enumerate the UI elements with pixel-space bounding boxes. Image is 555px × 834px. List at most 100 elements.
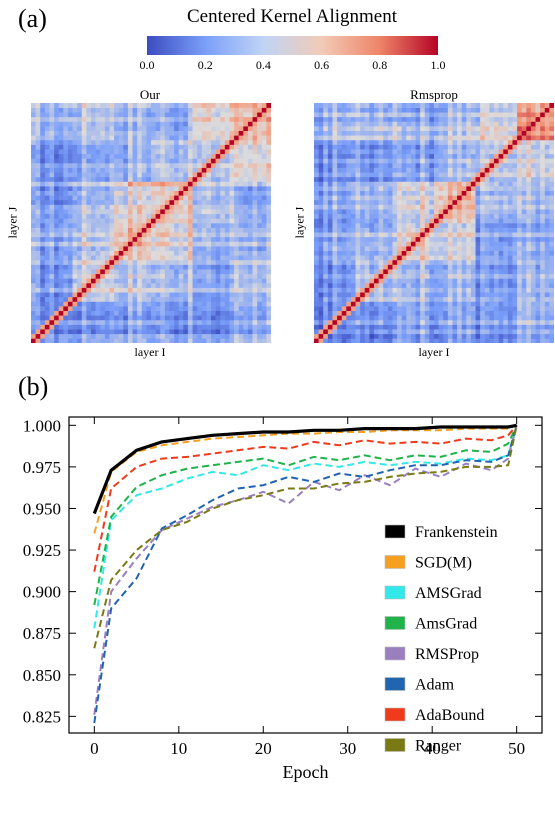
heatmap-cell — [517, 338, 522, 343]
heatmap-cell — [401, 232, 407, 238]
heatmap-cell — [44, 218, 50, 224]
heatmap-cell — [164, 116, 170, 122]
heatmap-cell — [114, 126, 119, 131]
heatmap-cell — [517, 292, 522, 298]
heatmap-cell — [123, 107, 129, 113]
heatmap-cell — [429, 333, 435, 339]
heatmap-cell — [261, 135, 267, 141]
heatmap-cell — [397, 149, 402, 155]
heatmap-cell — [461, 283, 467, 288]
heatmap-cell — [507, 301, 513, 307]
heatmap-cell — [238, 163, 244, 168]
heatmap-cell — [127, 306, 133, 311]
heatmap-cell — [318, 163, 324, 168]
heatmap-cell — [49, 167, 55, 173]
heatmap-cell — [314, 213, 319, 219]
heatmap-cell — [498, 246, 504, 251]
heatmap-cell — [252, 204, 258, 210]
heatmap-cell — [77, 116, 83, 122]
heatmap-cell — [327, 218, 333, 224]
heatmap-cell — [503, 158, 509, 164]
heatmap-cell — [44, 283, 50, 288]
heatmap-cell — [178, 264, 184, 270]
heatmap-cell — [44, 269, 50, 275]
heatmap-cell — [155, 209, 161, 215]
heatmap-cell — [164, 310, 170, 316]
heatmap-cell — [521, 153, 527, 159]
heatmap-cell — [238, 195, 244, 201]
heatmap-cell — [484, 310, 490, 316]
heatmap-cell — [327, 333, 333, 339]
heatmap-cell — [512, 232, 518, 238]
heatmap-cell — [341, 301, 347, 307]
heatmap-cell — [155, 190, 161, 196]
heatmap-cell — [420, 306, 426, 311]
heatmap-cell — [215, 329, 221, 335]
heatmap-cell — [81, 310, 87, 316]
heatmap-cell — [457, 186, 462, 191]
heatmap-cell — [406, 186, 412, 191]
heatmap-cell — [466, 319, 472, 325]
heatmap-cell — [197, 264, 203, 270]
heatmap-cell — [341, 259, 347, 265]
heatmap-cell — [452, 315, 458, 321]
heatmap-cell — [318, 176, 324, 182]
heatmap-cell — [243, 283, 249, 288]
heatmap-cell — [146, 112, 152, 118]
heatmap-cell — [252, 236, 258, 242]
heatmap-cell — [169, 218, 175, 224]
heatmap-cell — [178, 195, 184, 201]
heatmap-cell — [410, 319, 416, 325]
heatmap-cell — [243, 139, 249, 145]
heatmap-cell — [243, 255, 249, 261]
heatmap-cell — [141, 139, 147, 145]
heatmap-cell — [201, 329, 207, 335]
heatmap-cell — [401, 186, 407, 191]
heatmap-cell — [544, 190, 550, 196]
heatmap-cell — [438, 278, 444, 284]
heatmap-cell — [35, 167, 41, 173]
heatmap-cell — [434, 223, 439, 228]
heatmap-cell — [35, 227, 41, 233]
heatmap-cell — [58, 273, 64, 279]
heatmap-cell — [540, 287, 546, 293]
heatmap-cell — [132, 167, 138, 173]
heatmap-cell — [503, 167, 509, 173]
heatmap-cell — [517, 287, 522, 293]
heatmap-cell — [164, 319, 170, 325]
heatmap-cell — [503, 213, 509, 219]
heatmap-cell — [100, 329, 106, 335]
heatmap-cell — [257, 310, 263, 316]
heatmap-cell — [346, 250, 352, 256]
heatmap-cell — [220, 158, 226, 164]
heatmap-cell — [378, 241, 384, 247]
heatmap-cell — [424, 172, 430, 178]
heatmap-cell — [378, 278, 384, 284]
heatmap-cell — [206, 158, 212, 164]
heatmap-cell — [374, 315, 379, 321]
heatmap-cell — [484, 287, 490, 293]
heatmap-cell — [77, 273, 83, 279]
heatmap-cell — [314, 190, 319, 196]
heatmap-cell — [424, 310, 430, 316]
heatmap-cell — [360, 223, 366, 228]
heatmap-cell — [266, 126, 271, 131]
heatmap-cell — [86, 199, 92, 205]
heatmap-cell — [211, 149, 216, 155]
heatmap-cell — [72, 213, 78, 219]
heatmap-cell — [494, 283, 499, 288]
heatmap-cell — [438, 213, 444, 219]
heatmap-cell — [387, 227, 393, 233]
heatmap-cell — [401, 223, 407, 228]
heatmap-cell — [438, 149, 444, 155]
heatmap-cell — [415, 190, 421, 196]
heatmap-cell — [160, 306, 166, 311]
heatmap-cell — [540, 273, 546, 279]
heatmap-cell — [95, 264, 101, 270]
heatmap-cell — [77, 163, 83, 168]
heatmap-cell — [415, 287, 421, 293]
heatmap-cell — [118, 292, 124, 298]
heatmap-cell — [77, 139, 83, 145]
heatmap-cell — [457, 149, 462, 155]
heatmap-cell — [484, 292, 490, 298]
